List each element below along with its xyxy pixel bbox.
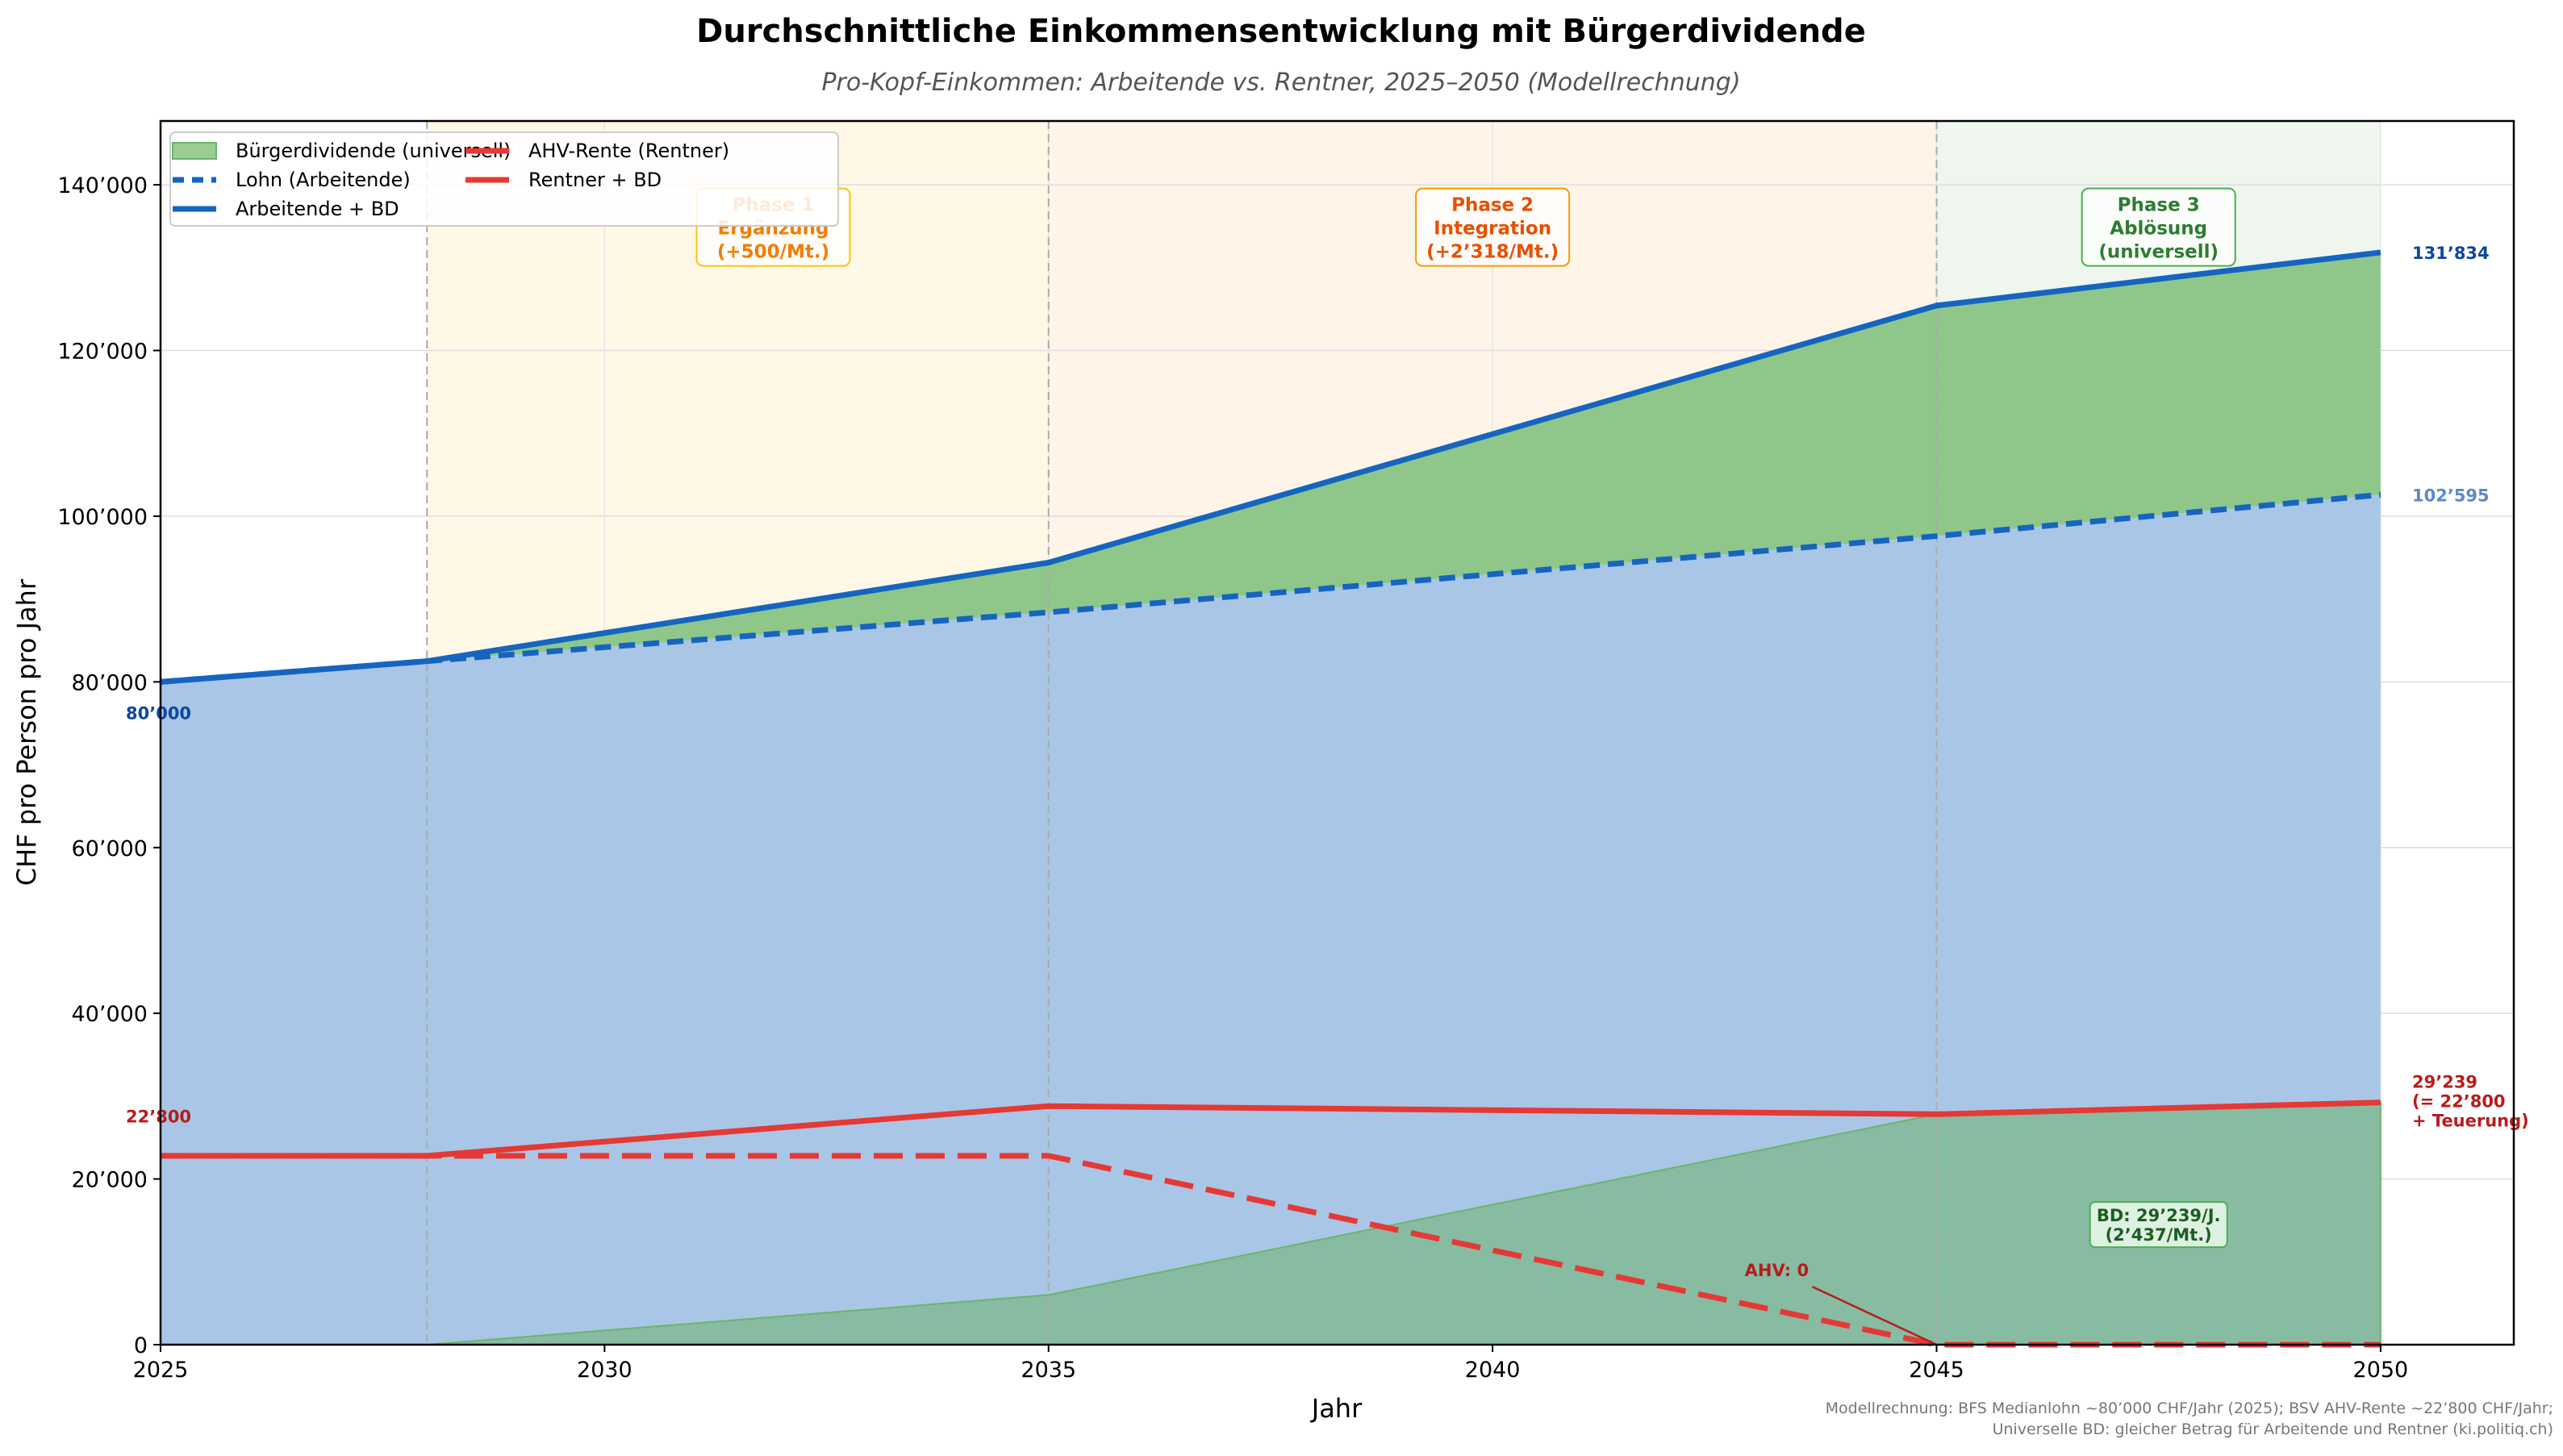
y-axis-label: CHF pro Person pro Jahr: [11, 578, 42, 886]
y-tick-label: 100’000: [57, 505, 148, 530]
bd-area-workers: [161, 252, 2381, 682]
y-tick-label: 80’000: [72, 670, 148, 695]
phase-label-box-3: [2081, 187, 2236, 267]
arbeitende-bd-line: [160, 249, 2381, 685]
chart-subtitle: Pro-Kopf-Einkommen: Arbeitende vs. Rentn…: [821, 69, 1740, 97]
chart-title: Durchschnittliche Einkommensentwicklung …: [696, 13, 1866, 50]
y-tick-label: 0: [134, 1333, 148, 1358]
phase-label-3: Phase 3: [2118, 195, 2200, 216]
legend-label: AHV-Rente (Rentner): [528, 140, 729, 162]
x-tick-label: 2035: [1021, 1358, 1076, 1383]
x-tick-label: 2040: [1465, 1358, 1521, 1383]
axes-frame: [159, 119, 2515, 1346]
end-pension-label: (= 22’800: [2412, 1092, 2506, 1112]
x-axis-label: Jahr: [1310, 1393, 1363, 1424]
legend: Bürgerdividende (universell) Lohn (Arbeit…: [169, 131, 839, 227]
phase-label-2: Phase 2: [1451, 195, 1534, 216]
footnote-line-1: Modellrechnung: BFS Medianlohn ~80’000 C…: [1826, 1400, 2553, 1417]
legend-label: Rentner + BD: [528, 169, 662, 191]
footnote-line-2: Universelle BD: gleicher Betrag für Arbe…: [1993, 1421, 2553, 1438]
start-pension-label: 22’800: [126, 1108, 191, 1127]
legend-swatch: [172, 142, 217, 160]
bd-amount-label: (2’437/Mt.): [2106, 1225, 2212, 1245]
x-tick-label: 2030: [577, 1358, 632, 1383]
legend-label: Lohn (Arbeitende): [236, 169, 411, 191]
y-tick-label: 140’000: [57, 173, 148, 198]
end-pension-label: 29’239: [2412, 1073, 2477, 1092]
x-tick-label: 2045: [1909, 1358, 1964, 1383]
ahv-zero-label: AHV: 0: [1745, 1261, 1809, 1280]
y-tick-label: 40’000: [72, 1002, 148, 1027]
ahv-zero-arrow: [1811, 1285, 1938, 1346]
end-total-label: 131’834: [2412, 244, 2490, 263]
end-wage-label: 102’595: [2412, 486, 2490, 505]
legend-label: Arbeitende + BD: [236, 198, 399, 220]
phase-label-box-2: [1415, 187, 1571, 267]
plot-area: Phase 1Ergänzung(+500/Mt.)Phase 2Integra…: [57, 119, 2529, 1383]
x-tick-label: 2025: [133, 1358, 189, 1383]
start-wage-label: 80’000: [126, 704, 191, 724]
x-tick-label: 2050: [2353, 1358, 2409, 1383]
phase-label-1: (+500/Mt.): [717, 242, 829, 263]
end-pension-label: + Teuerung): [2412, 1112, 2529, 1131]
phase-label-3: (universell): [2098, 242, 2219, 263]
bd-amount-box: [2089, 1201, 2228, 1249]
y-tick-label: 60’000: [72, 836, 148, 862]
y-tick-label: 120’000: [57, 340, 148, 365]
bd-amount-label: BD: 29’239/J.: [2097, 1206, 2221, 1225]
phase-label-2: (+2’318/Mt.): [1426, 242, 1559, 263]
phase-label-3: Ablösung: [2110, 219, 2207, 240]
rentner-bd-line: [161, 1099, 2381, 1159]
y-tick-label: 20’000: [72, 1168, 148, 1193]
phase-label-2: Integration: [1434, 219, 1551, 240]
legend-label: Bürgerdividende (universell): [236, 140, 511, 162]
